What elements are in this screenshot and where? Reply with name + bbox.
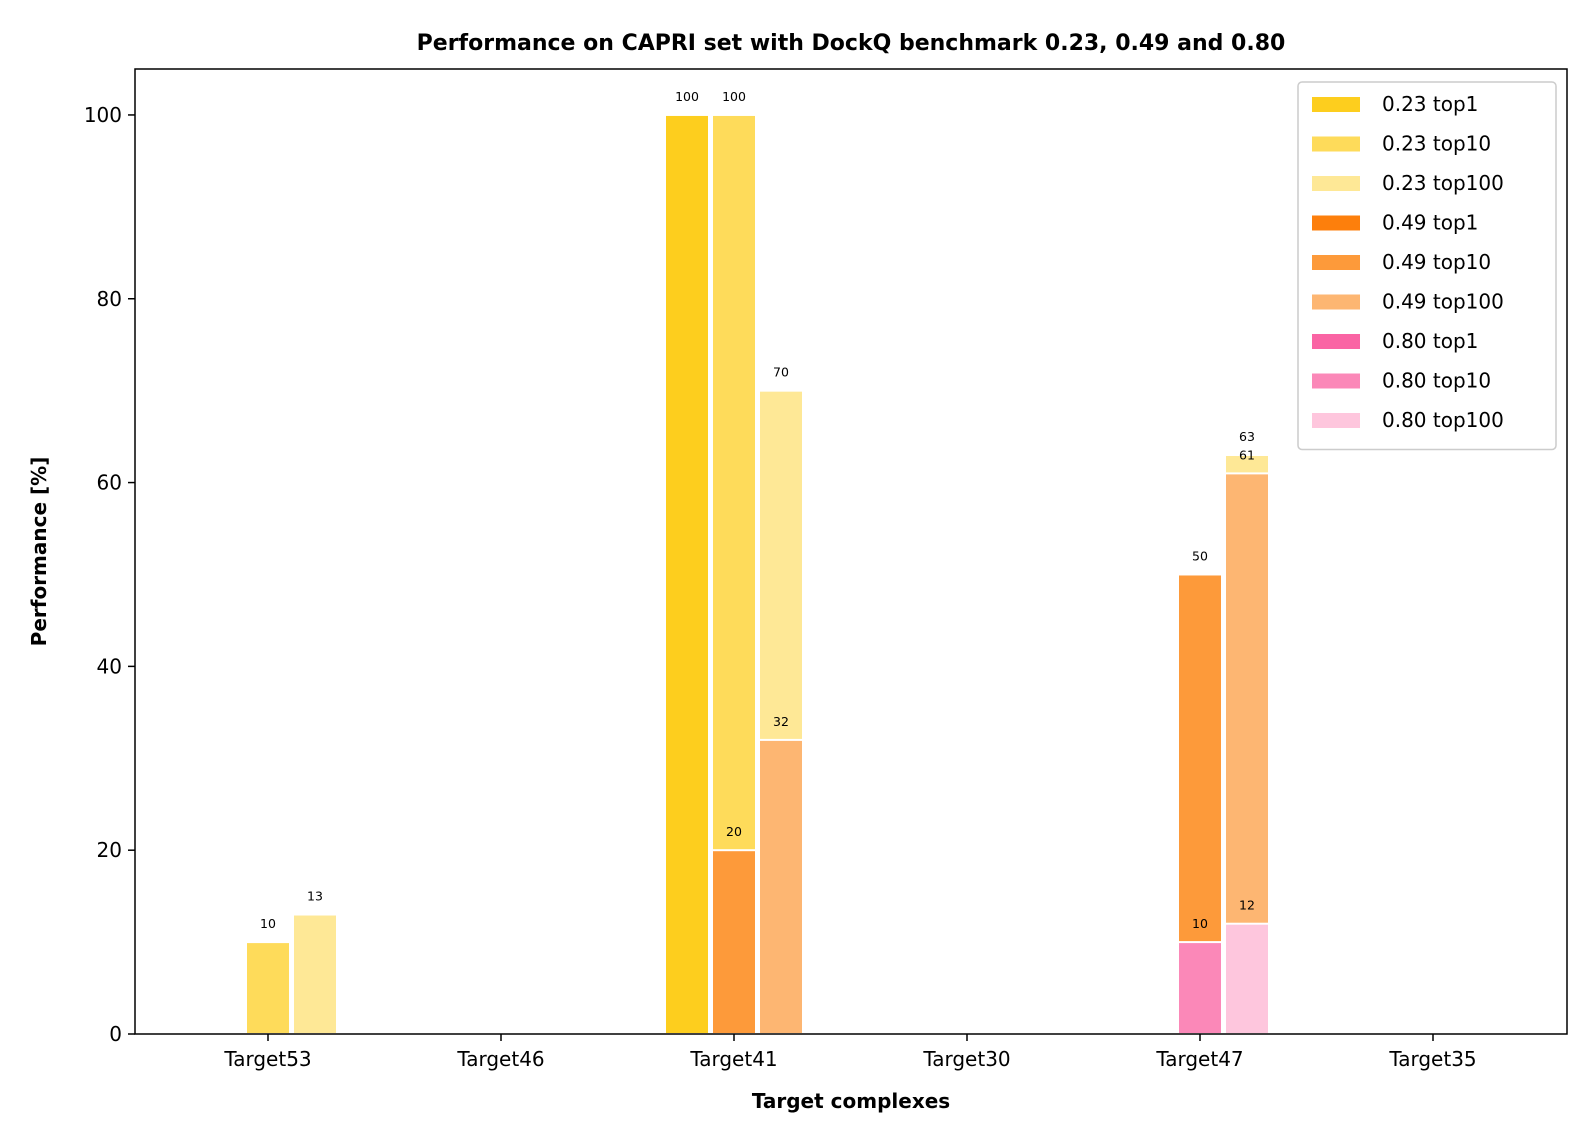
- legend-swatch: [1312, 294, 1360, 310]
- bar-0-49-top100-Target41: [758, 738, 804, 1036]
- legend-swatch: [1312, 176, 1360, 191]
- y-tick-label: 20: [97, 838, 122, 862]
- y-axis: 0 20 40 60 80 100: [84, 103, 135, 1046]
- legend-entry: 0.49 top10: [1382, 250, 1491, 274]
- bar-labels-layer: 100 10 100 13 70 63 20 50 32 61 10 12: [260, 89, 1255, 931]
- x-tick-label: Target35: [1388, 1047, 1476, 1071]
- legend-swatch: [1312, 334, 1360, 349]
- bar-0-80-top100-Target47: [1224, 922, 1270, 1036]
- y-tick-label: 0: [109, 1022, 122, 1046]
- legend-entry: 0.23 top10: [1382, 132, 1491, 156]
- y-axis-label: Performance [%]: [27, 457, 51, 647]
- bar-value-label: 100: [675, 89, 699, 104]
- x-tick-label: Target53: [223, 1047, 311, 1071]
- legend-box: [1297, 81, 1557, 451]
- legend-swatch: [1312, 255, 1360, 270]
- bar-value-label: 63: [1239, 429, 1255, 444]
- bar-value-label: 61: [1239, 447, 1255, 462]
- bar-value-label: 70: [773, 365, 789, 380]
- legend-entry: 0.23 top1: [1382, 92, 1478, 116]
- bar-value-label: 20: [726, 824, 742, 839]
- x-tick-label: Target41: [689, 1047, 777, 1071]
- chart-title: Performance on CAPRI set with DockQ benc…: [417, 31, 1286, 56]
- x-tick-label: Target46: [456, 1047, 544, 1071]
- bar-0-23-top10-Target53: [245, 941, 291, 1035]
- bar-value-label: 13: [307, 889, 323, 904]
- legend-entry: 0.49 top100: [1382, 290, 1504, 314]
- legend-entry: 0.80 top1: [1382, 329, 1478, 353]
- legend-entry: 0.80 top10: [1382, 369, 1491, 393]
- bar-value-label: 10: [260, 916, 276, 931]
- x-tick-label: Target30: [922, 1047, 1010, 1071]
- bar-0-49-top10-Target41: [711, 849, 757, 1036]
- legend-swatch: [1312, 97, 1360, 112]
- bar-value-label: 100: [722, 89, 746, 104]
- x-axis: Target53 Target46 Target41 Target30 Target47…: [223, 1034, 1477, 1071]
- bars-layer: [245, 113, 1270, 1036]
- legend-swatch: [1312, 413, 1360, 428]
- y-tick-label: 40: [97, 654, 122, 678]
- legend-swatch: [1312, 373, 1360, 389]
- x-tick-label: Target47: [1155, 1047, 1243, 1071]
- bar-0-80-top10-Target47: [1177, 941, 1223, 1035]
- legend-swatch: [1312, 215, 1360, 231]
- x-axis-label: Target complexes: [752, 1089, 950, 1113]
- bar-value-label: 50: [1192, 548, 1208, 563]
- bar-value-label: 10: [1192, 916, 1208, 931]
- y-tick-label: 60: [97, 471, 122, 495]
- legend-swatch: [1312, 136, 1360, 152]
- legend-entry: 0.49 top1: [1382, 211, 1478, 235]
- y-tick-label: 100: [84, 103, 122, 127]
- legend-entry: 0.80 top100: [1382, 408, 1504, 432]
- bar-0-23-top100-Target53: [292, 913, 338, 1035]
- plot-frame: [134, 68, 1568, 1035]
- bar-value-label: 12: [1239, 898, 1255, 913]
- bar-value-label: 32: [773, 714, 789, 729]
- legend-entry: 0.23 top100: [1382, 171, 1504, 195]
- bar-0-23-top1-Target41: [664, 113, 710, 1035]
- y-tick-label: 80: [97, 287, 122, 311]
